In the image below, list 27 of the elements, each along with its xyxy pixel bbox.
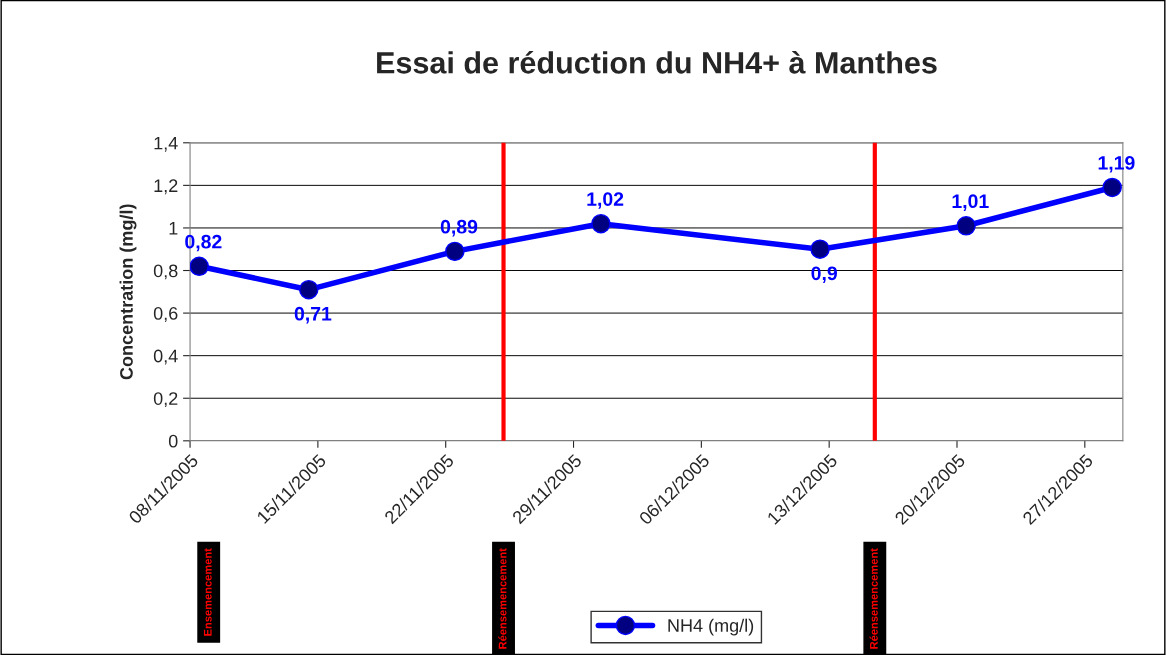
y-tick-label: 0,8 xyxy=(153,264,178,280)
y-tick-label: 0,2 xyxy=(153,392,178,408)
point xyxy=(591,213,611,234)
point xyxy=(299,279,319,300)
data-label: 0,9 xyxy=(811,266,837,283)
point xyxy=(956,216,976,236)
data-label: 1,01 xyxy=(952,194,989,211)
data-label: 1,02 xyxy=(587,192,624,209)
point xyxy=(1102,177,1122,198)
point xyxy=(190,256,209,276)
legend-label: NH4 (mg/l) xyxy=(668,618,754,636)
y-tick-label: 0 xyxy=(168,434,178,448)
y-tick-label: 1,2 xyxy=(154,179,178,195)
y-tick-label: 0,6 xyxy=(153,307,178,322)
ref-line-label: Réensemencement xyxy=(869,548,878,649)
text: Ensemencement xyxy=(203,548,212,636)
y-tick-label: 1,4 xyxy=(154,136,178,152)
y-tick-label: 1 xyxy=(169,222,178,235)
data-label: 0,82 xyxy=(185,234,222,252)
data-label: 0,89 xyxy=(440,219,478,237)
point xyxy=(810,239,830,259)
ref-line-label: Réensemencement xyxy=(498,548,507,649)
y-axis-title: Concentration (mg/l) xyxy=(119,204,137,380)
chart-title: Essai de réduction du NH4+ à Manthes xyxy=(377,50,937,74)
y-tick-label: 0,4 xyxy=(153,349,178,365)
data-label: 1,19 xyxy=(1098,155,1135,173)
point xyxy=(445,241,465,262)
